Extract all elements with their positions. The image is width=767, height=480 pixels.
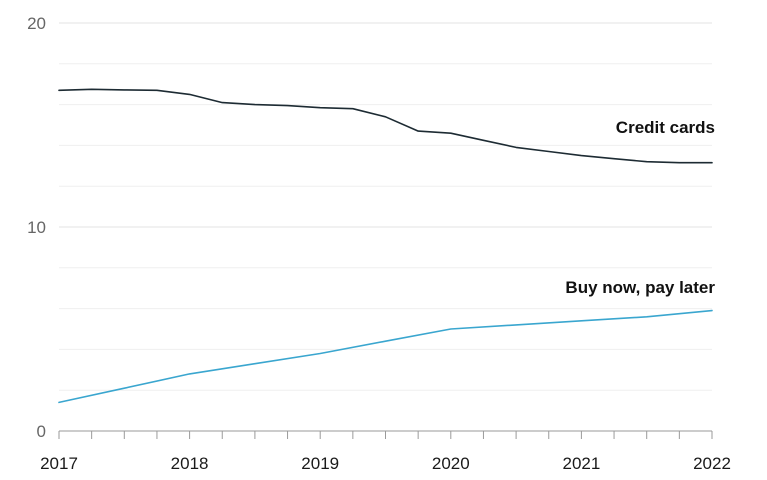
x-axis — [58, 430, 713, 439]
x-axis-tick-labels: 2017 2018 2019 2020 2021 2022 — [40, 454, 731, 473]
gridlines — [59, 22, 712, 391]
x-tick-label: 2022 — [693, 454, 731, 473]
x-tick-label: 2017 — [40, 454, 78, 473]
x-tick-label: 2021 — [562, 454, 600, 473]
y-tick-label: 10 — [27, 218, 46, 237]
x-tick-label: 2018 — [171, 454, 209, 473]
series-lines — [58, 88, 713, 404]
series-line-credit-cards — [58, 88, 713, 164]
y-axis-tick-labels: 0 10 20 — [27, 14, 46, 441]
series-line-buy-now-pay-later — [58, 309, 713, 404]
x-tick-label: 2019 — [301, 454, 339, 473]
y-tick-label: 0 — [37, 422, 46, 441]
y-tick-label: 20 — [27, 14, 46, 33]
series-label-credit-cards: Credit cards — [616, 118, 715, 137]
series-label-buy-now-pay-later: Buy now, pay later — [565, 278, 715, 297]
x-tick-label: 2020 — [432, 454, 470, 473]
